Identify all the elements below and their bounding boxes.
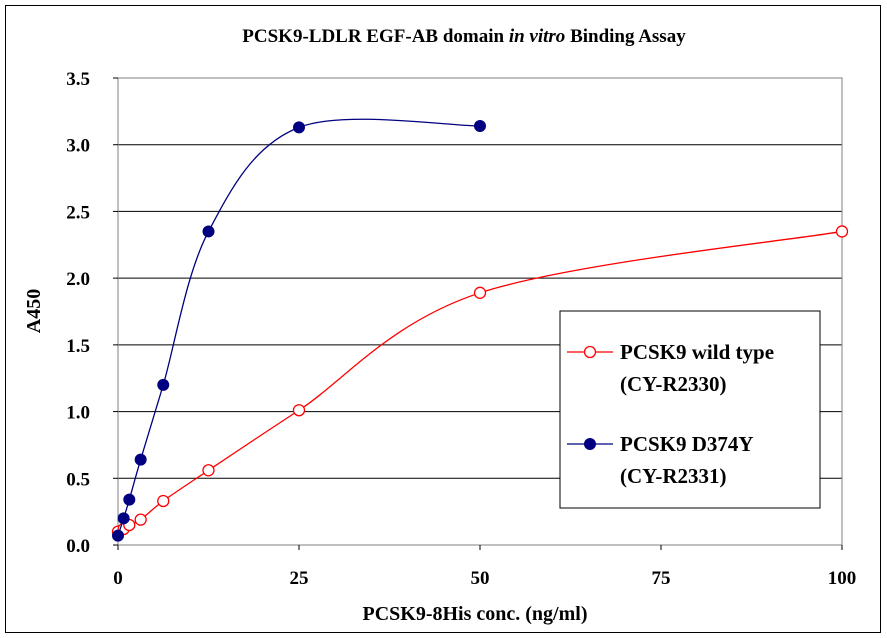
data-point [474, 120, 486, 133]
legend: PCSK9 wild type (CY-R2330) PCSK9 D374Y (CY-… [559, 310, 821, 509]
data-point [292, 404, 306, 417]
y-tick-label: 0.0 [66, 536, 90, 557]
legend-item-2: PCSK9 D374Y (CY-R2331) [567, 432, 754, 488]
data-point [473, 286, 487, 299]
x-axis-label: PCSK9-8His conc. (ng/ml) [363, 603, 588, 625]
data-point [157, 378, 170, 391]
x-tick-label: 50 [471, 568, 490, 589]
x-tick-label: 75 [652, 568, 671, 589]
y-tick-label: 3.5 [66, 69, 90, 90]
y-axis-ticks: 0.0 0.5 1.0 1.5 2.0 2.5 3.0 3.5 [66, 69, 118, 557]
data-point [134, 453, 147, 466]
data-point [202, 225, 215, 238]
data-point [117, 512, 130, 525]
y-axis-label: A450 [23, 289, 45, 333]
series-line [117, 118, 481, 536]
y-tick-label: 3.0 [66, 136, 90, 157]
data-point [293, 121, 305, 134]
data-point [112, 529, 124, 542]
data-point [134, 513, 147, 526]
legend-marker [584, 438, 596, 450]
y-tick-label: 0.5 [66, 469, 90, 490]
legend-label: PCSK9 wild type [620, 340, 774, 364]
y-tick-label: 1.0 [66, 403, 90, 424]
legend-label-code: (CY-R2331) [620, 464, 727, 488]
legend-label: PCSK9 D374Y [620, 432, 754, 456]
y-tick-label: 1.5 [66, 336, 90, 357]
data-point [202, 464, 215, 477]
data-point [157, 494, 170, 508]
chart-title: PCSK9-LDLR EGF-AB domain in vitro Bindin… [242, 26, 686, 47]
x-tick-label: 0 [113, 568, 123, 589]
series-2 [112, 118, 486, 542]
legend-box [559, 310, 821, 509]
data-point [123, 493, 136, 506]
legend-item-1: PCSK9 wild type (CY-R2330) [567, 340, 774, 396]
y-tick-label: 2.5 [66, 202, 90, 223]
series-group [111, 118, 849, 542]
data-point [835, 225, 849, 238]
legend-label-code: (CY-R2330) [620, 372, 727, 396]
x-axis-ticks: 0 25 50 75 100 [113, 545, 856, 589]
y-tick-label: 2.0 [66, 269, 90, 290]
legend-marker [583, 345, 597, 359]
x-tick-label: 100 [828, 568, 857, 589]
x-tick-label: 25 [290, 568, 309, 589]
